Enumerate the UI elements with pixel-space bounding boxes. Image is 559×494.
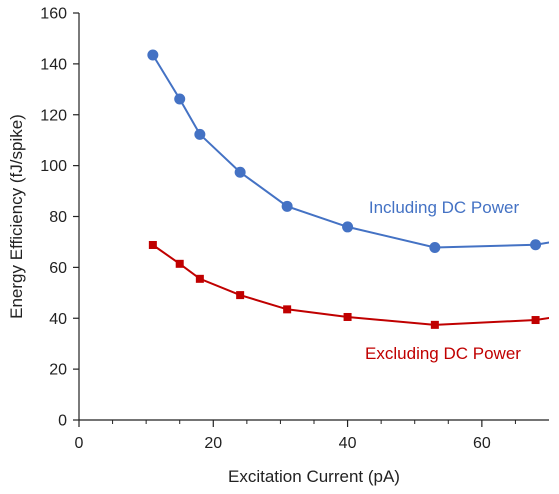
y-tick-label: 60 xyxy=(49,260,67,277)
data-point xyxy=(552,313,559,321)
axis-ticks xyxy=(73,12,516,427)
series-line xyxy=(152,244,549,326)
data-point xyxy=(236,291,245,300)
data-point xyxy=(195,274,204,283)
series-label-excluding-dc-power: Excluding DC Power xyxy=(365,344,521,363)
data-point xyxy=(148,240,157,249)
x-tick-label: 60 xyxy=(473,435,491,452)
y-tick-label: 80 xyxy=(49,209,67,226)
data-point xyxy=(234,166,246,178)
y-tick-label: 160 xyxy=(40,6,67,23)
y-tick-label: 140 xyxy=(40,56,67,73)
data-point xyxy=(147,49,159,61)
data-point xyxy=(530,239,542,251)
x-tick-label: 0 xyxy=(75,435,84,452)
data-point xyxy=(343,312,352,321)
data-point xyxy=(550,236,559,247)
series-line xyxy=(152,54,549,249)
x-axis-title: Excitation Current (pA) xyxy=(228,467,400,486)
data-point xyxy=(430,320,439,329)
y-tick-label: 100 xyxy=(40,158,67,175)
data-point xyxy=(175,259,184,268)
y-tick-label: 20 xyxy=(49,362,67,379)
data-point xyxy=(531,316,540,325)
y-tick-label: 0 xyxy=(58,413,67,430)
series-label-including-dc-power: Including DC Power xyxy=(369,198,520,217)
y-tick-label: 120 xyxy=(40,107,67,124)
y-tick-label: 40 xyxy=(49,311,67,328)
data-point xyxy=(429,242,441,254)
x-tick-label: 40 xyxy=(339,435,357,452)
series-including-dc-power xyxy=(147,49,559,254)
x-tick-label: 20 xyxy=(204,435,222,452)
data-point xyxy=(342,221,354,233)
y-axis-title: Energy Efficiency (fJ/spike) xyxy=(7,114,26,319)
data-point xyxy=(283,305,292,314)
data-point xyxy=(174,93,186,105)
series-excluding-dc-power xyxy=(148,240,559,329)
tick-labels: 0 20 40 60 80 100 120 140 160 0 20 40 60 xyxy=(40,6,491,453)
series-layer xyxy=(147,49,559,329)
data-point xyxy=(194,128,206,140)
data-point xyxy=(281,200,293,212)
